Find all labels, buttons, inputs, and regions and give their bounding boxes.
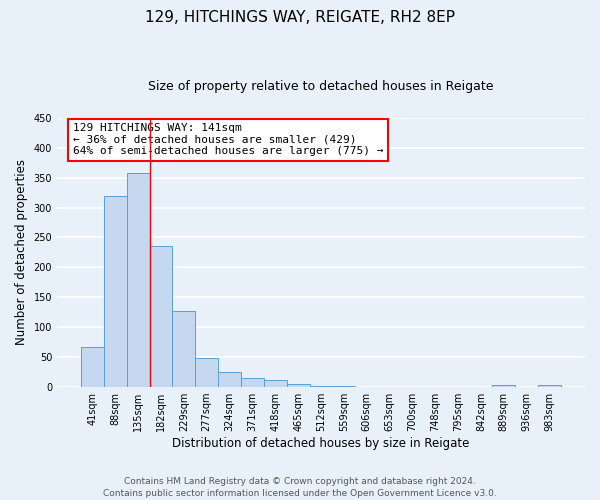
Bar bbox=[264, 380, 287, 387]
Bar bbox=[172, 311, 196, 387]
Bar bbox=[493, 384, 515, 387]
Bar bbox=[241, 378, 264, 387]
Bar bbox=[310, 386, 332, 387]
Bar bbox=[196, 358, 218, 387]
Text: 129, HITCHINGS WAY, REIGATE, RH2 8EP: 129, HITCHINGS WAY, REIGATE, RH2 8EP bbox=[145, 10, 455, 25]
Bar bbox=[127, 173, 149, 387]
X-axis label: Distribution of detached houses by size in Reigate: Distribution of detached houses by size … bbox=[172, 437, 470, 450]
Title: Size of property relative to detached houses in Reigate: Size of property relative to detached ho… bbox=[148, 80, 494, 93]
Bar bbox=[104, 196, 127, 387]
Text: 129 HITCHINGS WAY: 141sqm
← 36% of detached houses are smaller (429)
64% of semi: 129 HITCHINGS WAY: 141sqm ← 36% of detac… bbox=[73, 123, 383, 156]
Bar bbox=[332, 386, 355, 387]
Bar bbox=[149, 246, 172, 387]
Bar bbox=[538, 386, 561, 387]
Bar bbox=[287, 384, 310, 387]
Y-axis label: Number of detached properties: Number of detached properties bbox=[15, 160, 28, 346]
Bar bbox=[218, 372, 241, 387]
Bar bbox=[81, 347, 104, 387]
Text: Contains HM Land Registry data © Crown copyright and database right 2024.
Contai: Contains HM Land Registry data © Crown c… bbox=[103, 476, 497, 498]
